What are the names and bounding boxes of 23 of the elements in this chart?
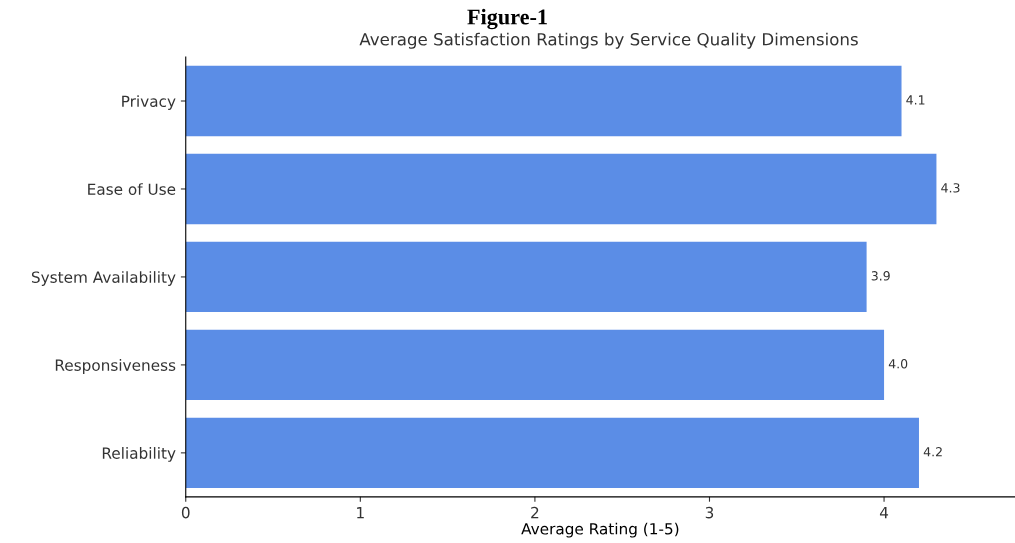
y-tick-label: Responsiveness	[55, 359, 176, 374]
data-label: 4.3	[941, 183, 960, 193]
chart-title: Figure-1	[467, 8, 547, 30]
data-label: 3.9	[871, 271, 890, 281]
data-label: 4.2	[923, 447, 942, 457]
y-tick-label: Privacy	[122, 95, 176, 110]
bar	[185, 417, 919, 489]
y-tick-label: System Availability	[31, 271, 176, 286]
chart-subtitle: Average Satisfaction Ratings by Service Quality Dimensions	[359, 32, 858, 49]
x-tick-label: 3	[705, 506, 714, 519]
x-tick-label: 4	[879, 507, 889, 519]
x-axis-title: Average Rating (1-5)	[521, 522, 679, 538]
bar	[185, 241, 867, 313]
x-tick-label: 2	[531, 506, 539, 519]
bar	[185, 329, 885, 401]
y-tick-label: Reliability	[102, 447, 176, 462]
y-tick-label: Ease of Use	[88, 183, 176, 195]
x-tick-label: 1	[357, 507, 364, 519]
bar	[185, 65, 902, 137]
data-label: 4.0	[888, 359, 908, 369]
bar	[185, 153, 937, 225]
x-tick-label: 0	[181, 506, 190, 519]
data-label: 4.1	[906, 95, 925, 105]
